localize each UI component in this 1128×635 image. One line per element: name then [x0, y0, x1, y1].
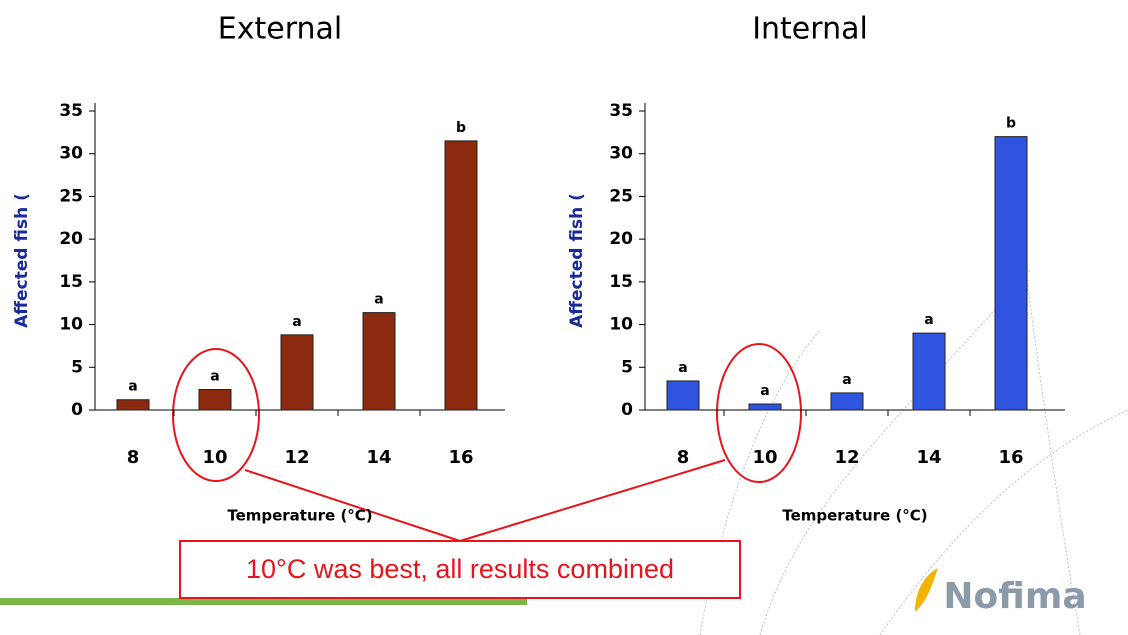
y-tick-label: 15 [609, 272, 633, 292]
y-axis-title: Affected fish ( [567, 193, 587, 328]
x-tick-label: 14 [916, 447, 941, 468]
logo-mark [915, 568, 938, 612]
x-axis-title: Temperature (°C) [227, 507, 372, 525]
accent-bar [0, 598, 527, 605]
bar [198, 388, 232, 411]
bar-label: a [374, 292, 383, 308]
chart-title: Internal [752, 12, 868, 47]
connector [244, 469, 461, 542]
y-tick-label: 35 [609, 101, 633, 121]
x-tick-label: 8 [677, 447, 690, 468]
y-tick-label: 30 [609, 144, 633, 164]
x-tick-label: 16 [998, 447, 1023, 468]
y-tick-label: 25 [609, 186, 633, 206]
bar [666, 380, 700, 411]
logo: Nofima [943, 576, 1086, 617]
bar-label: a [924, 312, 933, 328]
y-tick-label: 0 [71, 400, 83, 420]
bar [280, 334, 314, 411]
x-tick-label: 10 [202, 447, 227, 468]
bar [912, 332, 946, 411]
bar-label: a [292, 314, 301, 330]
bar [994, 136, 1028, 411]
y-tick-label: 30 [59, 144, 83, 164]
bar-label: a [128, 379, 137, 395]
bar-label: b [456, 120, 466, 136]
bar [830, 392, 864, 411]
bar-label: b [1006, 116, 1016, 132]
annotation: 10°C was best, all results combined [246, 554, 674, 584]
x-tick-label: 10 [752, 447, 777, 468]
highlight-ellipse [172, 348, 260, 482]
chart-title: External [218, 12, 342, 47]
connector [459, 459, 726, 542]
y-tick-label: 0 [621, 400, 633, 420]
x-tick-label: 12 [834, 447, 859, 468]
y-tick-label: 10 [59, 315, 83, 335]
y-tick-label: 15 [59, 272, 83, 292]
x-tick-label: 8 [127, 447, 140, 468]
decoration [699, 264, 1128, 635]
bar [748, 403, 782, 411]
x-tick-label: 14 [366, 447, 391, 468]
bar-label: a [842, 372, 851, 388]
bar-label: a [210, 368, 219, 384]
y-tick-label: 25 [59, 186, 83, 206]
x-axis-title: Temperature (°C) [782, 507, 927, 525]
annotation-box [179, 540, 741, 599]
y-tick-label: 10 [609, 315, 633, 335]
bar-label: a [760, 383, 769, 399]
y-tick-label: 35 [59, 101, 83, 121]
y-tick-label: 5 [621, 357, 633, 377]
bar [362, 312, 396, 411]
x-tick-label: 12 [284, 447, 309, 468]
highlight-ellipse [716, 343, 802, 483]
x-tick-label: 16 [448, 447, 473, 468]
y-tick-label: 5 [71, 357, 83, 377]
bar [116, 399, 150, 411]
bar [444, 140, 478, 411]
y-tick-label: 20 [59, 229, 83, 249]
bar-label: a [678, 360, 687, 376]
y-axis-title: Affected fish ( [12, 193, 32, 328]
y-tick-label: 20 [609, 229, 633, 249]
